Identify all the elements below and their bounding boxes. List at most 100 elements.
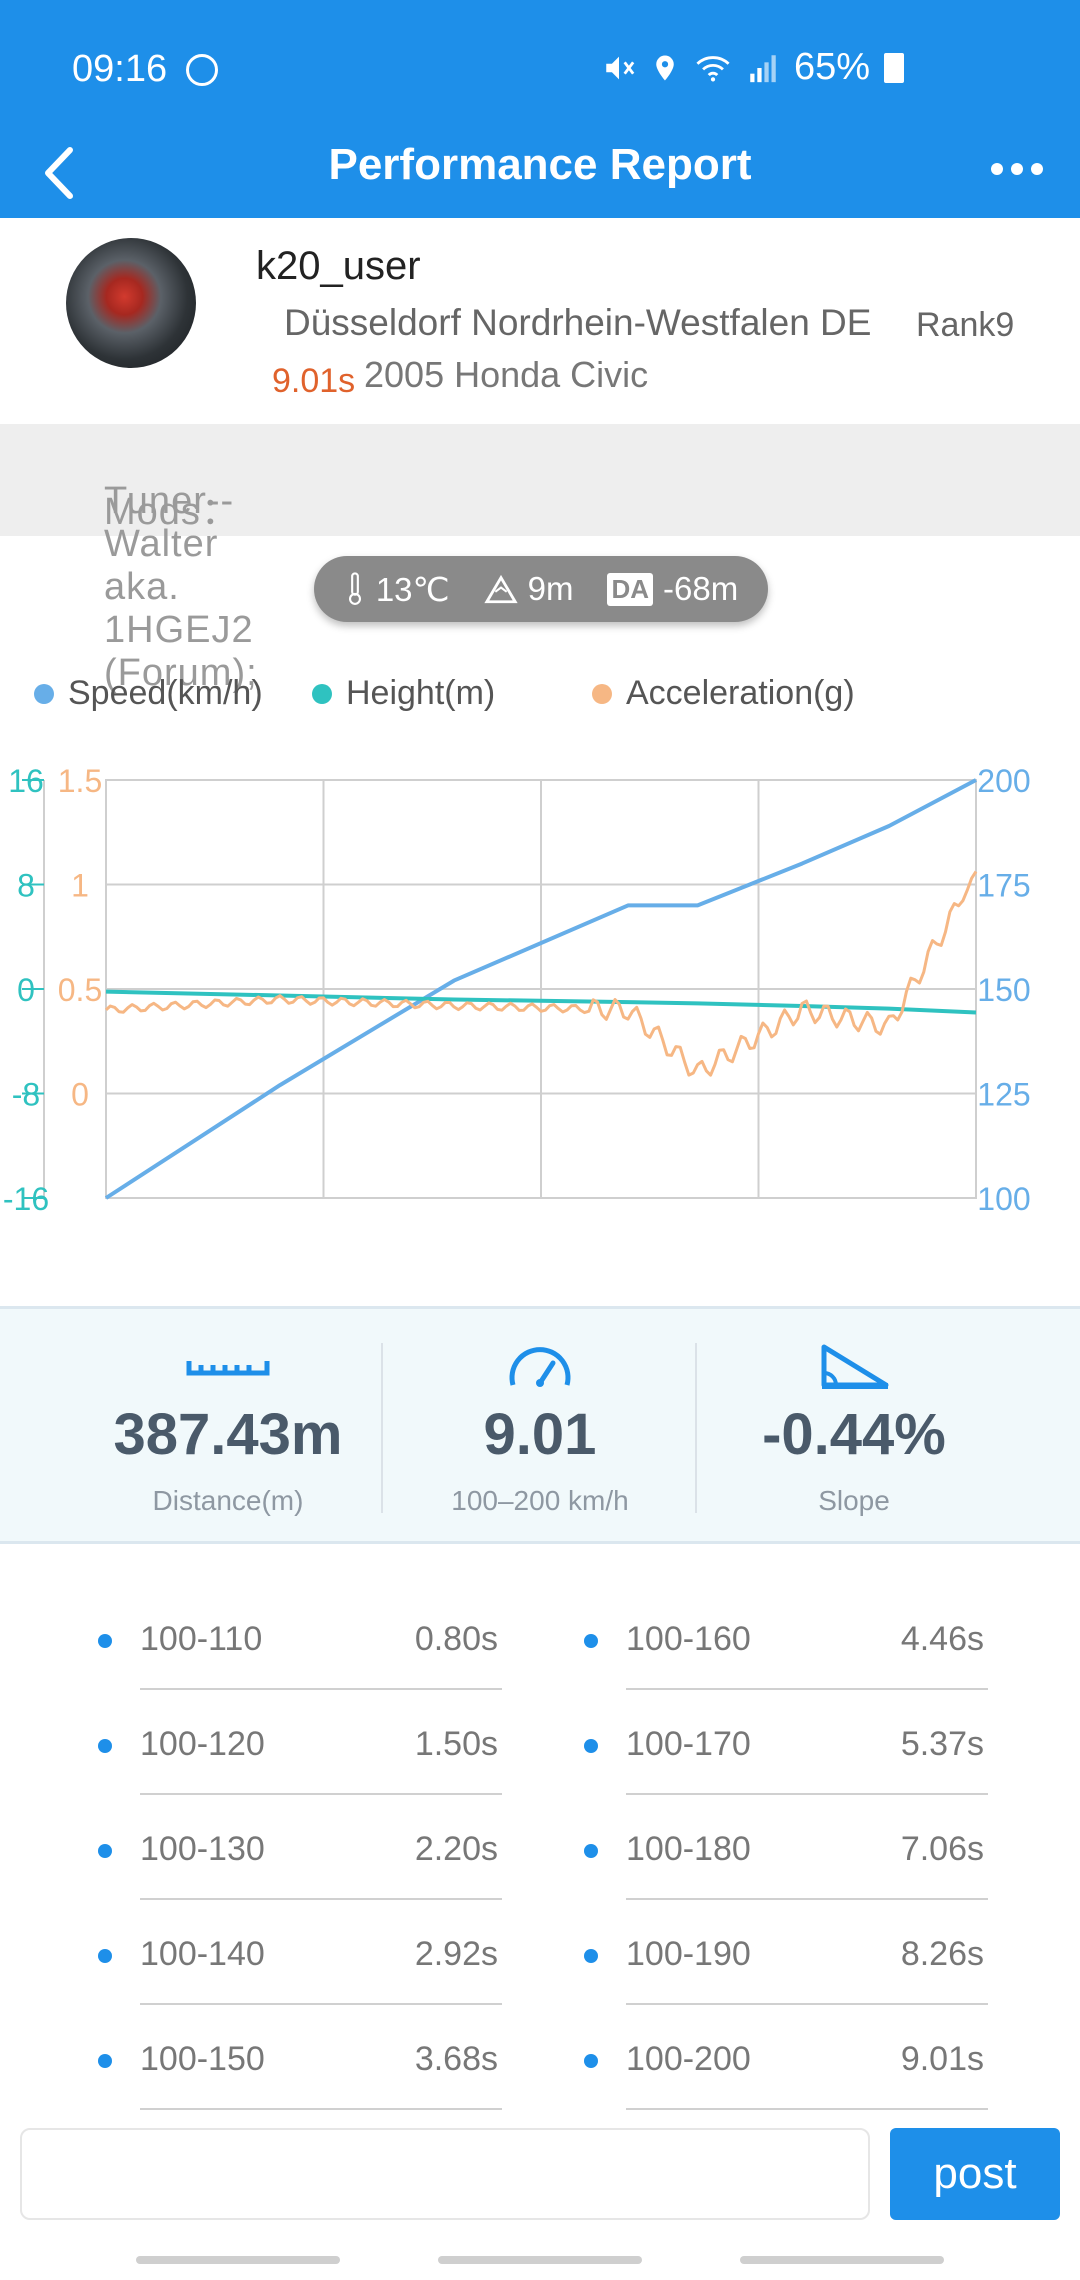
mods-value: Tuner--Walter aka. 1HGEJ2 (Forum);: [104, 480, 258, 694]
list-item: 100-180 7.06s: [584, 1796, 988, 1900]
home-nav[interactable]: [438, 2256, 642, 2264]
y-tick-label: 200: [977, 763, 1030, 799]
legend-swatch: [34, 683, 54, 704]
y-tick-label: 100: [977, 1181, 1030, 1217]
chart-legend: Speed(km/h) Height(m) Acceleration(g): [0, 668, 1080, 718]
split-time: 8.26s: [900, 1935, 984, 1973]
split-time: 7.06s: [900, 1830, 984, 1868]
list-item: 100-120 1.50s: [98, 1691, 502, 1795]
car-model: 2005 Honda Civic: [364, 354, 649, 395]
divider: [140, 1688, 502, 1690]
bullet-icon: [98, 1949, 112, 1963]
avatar[interactable]: [66, 238, 196, 368]
legend-height: Height(m): [312, 674, 495, 713]
list-item: 100-110 0.80s: [98, 1586, 502, 1690]
stat-divider: [695, 1343, 697, 1513]
post-button[interactable]: post: [890, 2128, 1060, 2220]
bullet-icon: [98, 1739, 112, 1753]
more-button[interactable]: [982, 146, 1052, 196]
stat-label: Slope: [818, 1485, 890, 1516]
split-range: 100-140: [140, 1935, 265, 1973]
status-time: 09:16: [72, 48, 168, 90]
split-range: 100-150: [140, 2040, 265, 2078]
list-item: 100-150 3.68s: [98, 2006, 502, 2110]
divider: [140, 1898, 502, 1900]
y-tick-label: 150: [977, 972, 1030, 1008]
divider: [626, 2003, 988, 2005]
y-tick-label: 125: [977, 1077, 1030, 1113]
bullet-icon: [584, 1739, 598, 1753]
series-line-height: [105, 989, 977, 1015]
mute-icon: [606, 56, 635, 79]
wifi-icon: [696, 55, 730, 81]
split-time: 3.68s: [414, 2040, 498, 2078]
mods-bar: Mods： Tuner--Walter aka. 1HGEJ2 (Forum);: [0, 424, 1080, 694]
divider: [626, 1688, 988, 1690]
stat-label: 100–200 km/h: [451, 1485, 629, 1516]
legend-label: Speed(km/h): [68, 674, 263, 712]
bullet-icon: [98, 1844, 112, 1858]
back-nav[interactable]: [740, 2256, 944, 2264]
back-button[interactable]: [30, 138, 90, 208]
list-item: 100-170 5.37s: [584, 1691, 988, 1795]
list-item: 100-160 4.46s: [584, 1586, 988, 1690]
split-time: 2.20s: [414, 1830, 498, 1868]
legend-swatch: [312, 683, 332, 704]
performance-chart: 16 8 0 -8 -16 1.5 1 0.5 0 200 175 150 125 100: [0, 740, 1080, 1220]
split-range: 100-110: [140, 1620, 263, 1658]
bullet-icon: [98, 2054, 112, 2068]
split-time: 0.80s: [414, 1620, 498, 1658]
more-horizontal-icon: [991, 163, 1043, 175]
thermometer-icon: [348, 572, 361, 605]
split-range: 100-200: [626, 2040, 751, 2078]
recent-apps-nav[interactable]: [136, 2256, 340, 2264]
divider: [140, 2003, 502, 2005]
density-altitude: -68m: [663, 570, 739, 607]
bullet-icon: [98, 1634, 112, 1648]
split-time: 2.92s: [414, 1935, 498, 1973]
list-item: 100-200 9.01s: [584, 2006, 988, 2110]
density-altitude-label: DA: [607, 572, 653, 606]
location-icon: [656, 55, 674, 80]
stat-time: 9.01 100–200 km/h: [384, 1309, 696, 1547]
split-time: 4.46s: [900, 1620, 984, 1658]
bullet-icon: [584, 1634, 598, 1648]
status-icons: 65%: [602, 46, 904, 89]
stat-label: Distance(m): [152, 1485, 304, 1516]
stat-value: 387.43m: [113, 1402, 343, 1467]
stat-value: 9.01: [483, 1402, 597, 1467]
stats-panel: 387.43m Distance(m) 9.01 100–200 km/h -0…: [0, 1306, 1080, 1544]
comment-input[interactable]: [20, 2128, 870, 2220]
divider: [140, 1793, 502, 1795]
temperature: 13℃: [375, 570, 450, 608]
stat-slope: -0.44% Slope: [698, 1309, 1010, 1547]
bullet-icon: [584, 1949, 598, 1963]
split-time: 1.50s: [414, 1725, 498, 1763]
legend-label: Height(m): [346, 674, 496, 712]
split-time: 9.01s: [900, 2040, 984, 2078]
rank-label: Rank9: [916, 306, 1015, 344]
conditions-pill: 13℃ 9m DA -68m: [314, 556, 768, 622]
stat-value: -0.44%: [762, 1402, 946, 1467]
chevron-left-icon: [45, 147, 73, 199]
mountain-icon: [483, 574, 518, 604]
split-range: 100-170: [626, 1725, 751, 1763]
stat-divider: [381, 1343, 383, 1513]
series-line-speed: [104, 778, 977, 1200]
divider: [626, 2108, 988, 2110]
username: k20_user: [256, 244, 421, 288]
speedometer-icon: [384, 1343, 696, 1391]
page-title: Performance Report: [328, 140, 752, 189]
split-range: 100-120: [140, 1725, 265, 1763]
nav-bar: Performance Report: [0, 128, 1080, 218]
legend-acceleration: Acceleration(g): [592, 674, 855, 713]
battery-percent: 65%: [793, 46, 870, 88]
list-item: 100-190 8.26s: [584, 1901, 988, 2005]
signal-icon: [750, 54, 776, 82]
ruler-icon: [72, 1343, 384, 1391]
split-range: 100-160: [626, 1620, 751, 1658]
split-range: 100-130: [140, 1830, 265, 1868]
legend-speed: Speed(km/h): [34, 674, 263, 713]
mods-label: Mods：: [104, 491, 240, 533]
y-tick-label: 0.5: [58, 972, 102, 1008]
